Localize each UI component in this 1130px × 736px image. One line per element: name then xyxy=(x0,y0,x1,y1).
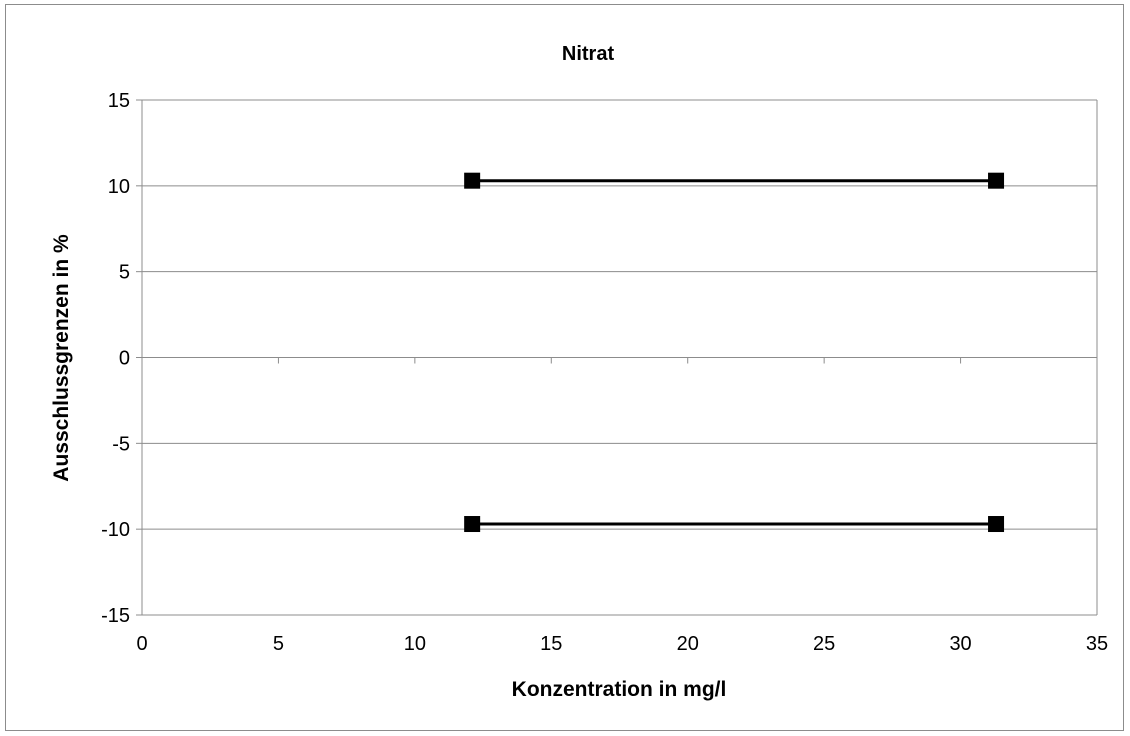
y-tick-label: -5 xyxy=(112,433,130,455)
y-tick-label: 15 xyxy=(108,90,130,112)
x-tick-label: 20 xyxy=(677,633,699,655)
x-tick-labels: 0 5 10 15 20 25 30 35 xyxy=(136,633,1108,655)
series-1-point-1 xyxy=(464,172,481,189)
series-1-point-2 xyxy=(988,172,1005,189)
x-tick-label: 0 xyxy=(136,633,147,655)
y-tick-label: -10 xyxy=(101,519,130,541)
x-tick-label: 30 xyxy=(949,633,971,655)
x-tick-label: 15 xyxy=(540,633,562,655)
y-tick-label: 0 xyxy=(119,348,130,370)
y-tick-label: 10 xyxy=(108,176,130,198)
series-2-point-2 xyxy=(988,516,1005,533)
y-tick-label: 5 xyxy=(119,262,130,284)
series-group xyxy=(464,172,1005,533)
x-tick-label: 10 xyxy=(404,633,426,655)
y-tick-labels: 15 10 5 0 -5 -10 -15 xyxy=(101,90,130,627)
gridlines xyxy=(142,99,1097,616)
series-2-point-1 xyxy=(464,516,481,533)
x-tick-label: 5 xyxy=(273,633,284,655)
x-tick-label: 25 xyxy=(813,633,835,655)
chart-title: Nitrat xyxy=(562,43,615,65)
y-tick-label: -15 xyxy=(101,605,130,627)
x-tick-label: 35 xyxy=(1086,633,1108,655)
axes xyxy=(136,99,1098,616)
chart-frame xyxy=(5,4,1124,731)
x-axis-title: Konzentration in mg/l xyxy=(512,678,727,701)
y-axis-title: Ausschlussgrenzen in % xyxy=(50,234,73,482)
